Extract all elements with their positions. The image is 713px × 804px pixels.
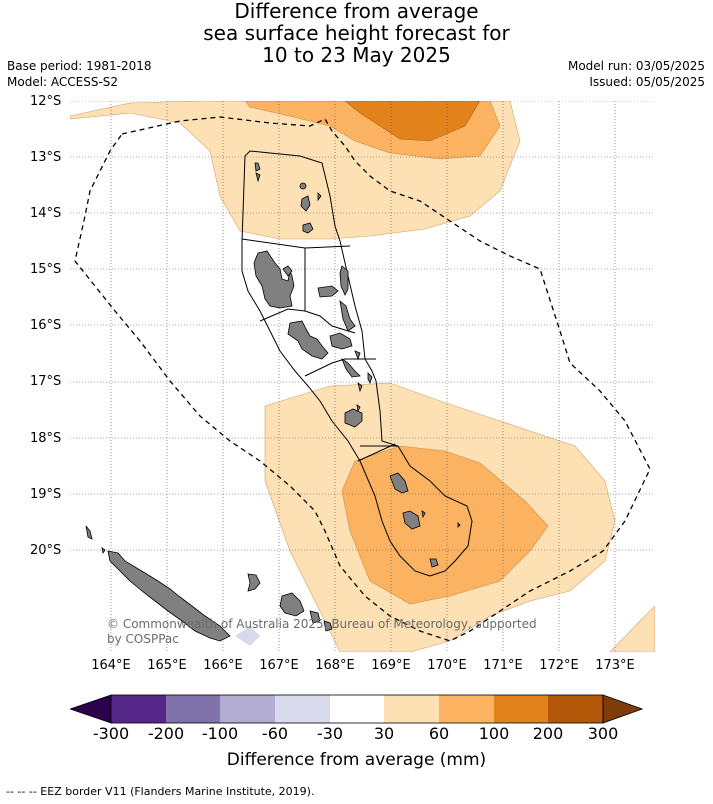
- colorbar-bin: [330, 695, 384, 723]
- eez-border: [74, 116, 651, 642]
- lon-label: 171°E: [483, 658, 523, 673]
- lat-label: 13°S: [30, 150, 62, 165]
- colorbar-bin: [548, 695, 603, 723]
- issued-date: Issued: 05/05/2025: [589, 75, 705, 89]
- copyright-notice: © Commonwealth of Australia 2025, Bureau…: [107, 617, 537, 647]
- contour-100-north: [344, 101, 481, 142]
- lon-label: 164°E: [91, 658, 131, 673]
- colorbar-title: Difference from average (mm): [226, 750, 487, 770]
- model-name: Model: ACCESS-S2: [7, 75, 119, 89]
- footer-legend: -- -- -- EEZ border V11 (Flanders Marine…: [6, 785, 315, 798]
- lat-label: 14°S: [30, 206, 62, 221]
- land-vanuatu: [253, 162, 461, 568]
- model-run: Model run: 03/05/2025: [567, 59, 705, 73]
- lon-label: 170°E: [427, 658, 467, 673]
- colorbar-tick: -300: [92, 724, 130, 743]
- meta-right: Model run: 03/05/2025 Issued: 05/05/2025: [568, 58, 705, 90]
- meta-left: Base period: 1981-2018 Model: ACCESS-S2: [7, 58, 152, 90]
- colorbar-tick: 30: [373, 724, 395, 743]
- colorbar-under: [70, 694, 112, 724]
- title-line-3: 10 to 23 May 2025: [262, 43, 451, 67]
- contour-30-east: [609, 605, 655, 652]
- lon-label: 168°E: [315, 658, 355, 673]
- lat-label: 17°S: [30, 374, 62, 389]
- colorbar-bin: [220, 695, 275, 723]
- colorbar-tick: -200: [147, 724, 185, 743]
- title-line-2: sea surface height forecast for: [203, 21, 510, 45]
- colorbar-bin: [166, 695, 220, 723]
- base-period: Base period: 1981-2018: [7, 59, 152, 73]
- lon-label: 169°E: [371, 658, 411, 673]
- lon-label: 172°E: [539, 658, 579, 673]
- colorbar-bin: [275, 695, 330, 723]
- contour-neg-patch: [235, 626, 260, 646]
- colorbar-tick: 300: [587, 724, 619, 743]
- lat-label: 19°S: [30, 487, 62, 502]
- map-panel: [70, 101, 655, 652]
- colorbar-over: [602, 694, 643, 724]
- lat-label: 15°S: [30, 262, 62, 277]
- colorbar-bin: [439, 695, 494, 723]
- lon-label: 167°E: [259, 658, 299, 673]
- lon-label: 173°E: [595, 658, 635, 673]
- copyright-line-2: by COSPPac: [107, 632, 179, 646]
- lon-label: 166°E: [203, 658, 243, 673]
- colorbar-bin: [384, 695, 439, 723]
- colorbar-tick: -60: [261, 724, 289, 743]
- colorbar-bin: [111, 695, 166, 723]
- lat-label: 20°S: [30, 543, 62, 558]
- copyright-line-1: © Commonwealth of Australia 2025, Bureau…: [107, 617, 537, 631]
- lat-label: 16°S: [30, 318, 62, 333]
- colorbar-tick: -100: [201, 724, 239, 743]
- colorbar-tick: 100: [478, 724, 510, 743]
- colorbar-bin: [494, 695, 548, 723]
- colorbar-tick: -30: [316, 724, 344, 743]
- lat-label: 12°S: [30, 94, 62, 109]
- chart-title: Difference from average sea surface heig…: [0, 0, 713, 66]
- colorbar: [70, 694, 643, 724]
- title-line-1: Difference from average: [234, 0, 479, 23]
- land-new-caledonia: [85, 525, 333, 642]
- lon-label: 165°E: [147, 658, 187, 673]
- colorbar-tick: 60: [428, 724, 450, 743]
- colorbar-tick: 200: [532, 724, 564, 743]
- lat-label: 18°S: [30, 431, 62, 446]
